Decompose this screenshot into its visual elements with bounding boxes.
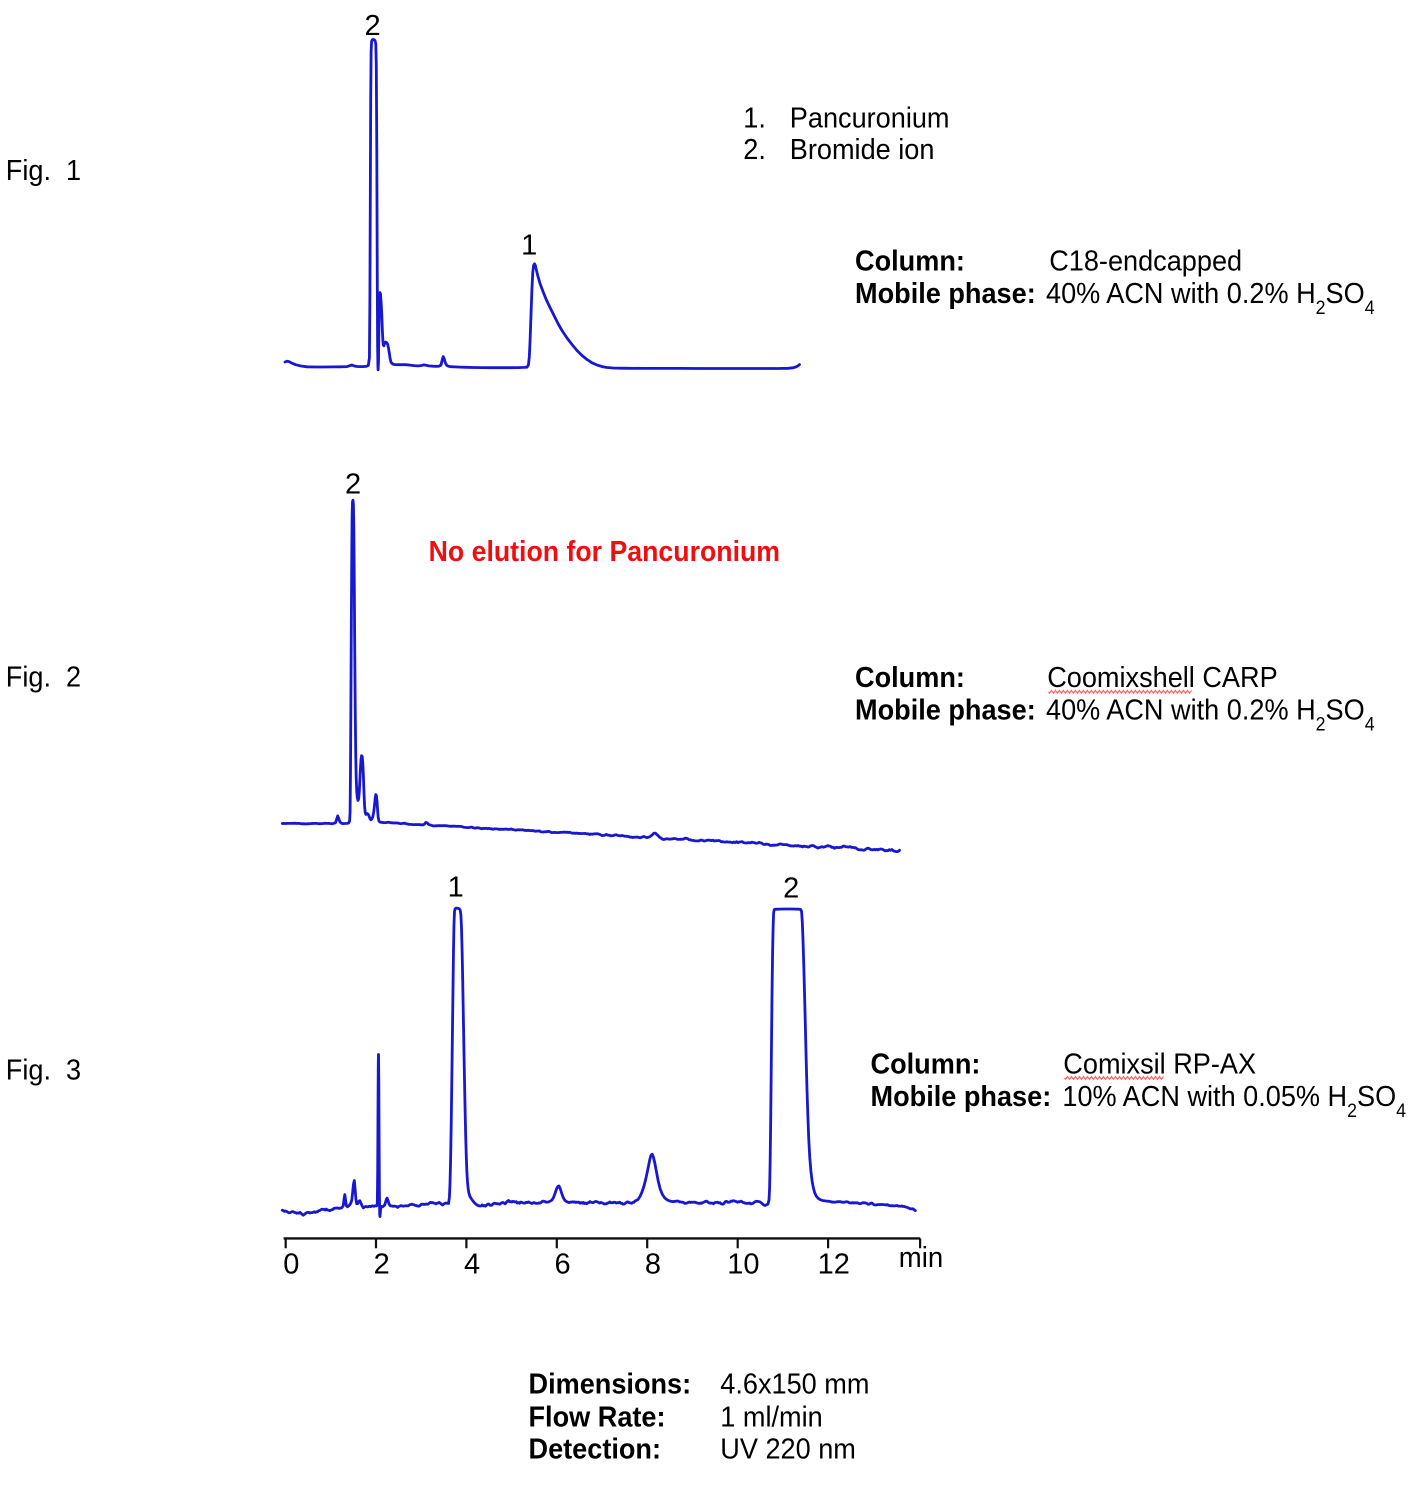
svg-text:Fig. 2: Fig. 2 — [6, 661, 81, 693]
svg-text:10% ACN with 0.05% H2SO4: 10% ACN with 0.05% H2SO4 — [1062, 1080, 1406, 1121]
svg-text:0: 0 — [283, 1248, 299, 1280]
svg-text:min: min — [899, 1240, 943, 1273]
svg-text:2.: 2. — [743, 133, 766, 165]
svg-text:1.: 1. — [743, 102, 766, 134]
svg-text:Detection:: Detection: — [529, 1433, 662, 1465]
svg-text:Column:: Column: — [871, 1048, 981, 1080]
svg-text:2: 2 — [783, 873, 799, 905]
svg-text:C18-endcapped: C18-endcapped — [1049, 245, 1242, 277]
svg-text:40% ACN with 0.2% H2SO4: 40% ACN with 0.2% H2SO4 — [1046, 277, 1375, 318]
svg-text:2: 2 — [365, 10, 381, 42]
svg-text:6: 6 — [554, 1248, 570, 1280]
svg-text:Mobile phase:: Mobile phase: — [871, 1080, 1052, 1112]
svg-text:2: 2 — [345, 469, 361, 501]
svg-text:10: 10 — [727, 1248, 759, 1280]
svg-text:Pancuronium: Pancuronium — [790, 102, 950, 134]
svg-text:1 ml/min: 1 ml/min — [720, 1400, 822, 1432]
svg-text:40% ACN with 0.2% H2SO4: 40% ACN with 0.2% H2SO4 — [1046, 693, 1375, 734]
svg-text:Comixsil RP-AX: Comixsil RP-AX — [1063, 1048, 1256, 1080]
svg-text:No elution for Pancuronium: No elution for Pancuronium — [429, 535, 780, 567]
svg-text:4.6x150 mm: 4.6x150 mm — [720, 1368, 869, 1400]
svg-text:Column:: Column: — [855, 245, 965, 277]
svg-text:Bromide ion: Bromide ion — [790, 133, 935, 165]
svg-text:Mobile phase:: Mobile phase: — [855, 277, 1036, 309]
svg-text:4: 4 — [464, 1248, 480, 1280]
svg-text:Flow Rate:: Flow Rate: — [529, 1400, 666, 1432]
svg-text:Fig. 1: Fig. 1 — [6, 154, 81, 186]
svg-text:Dimensions:: Dimensions: — [529, 1368, 692, 1400]
svg-text:8: 8 — [645, 1248, 661, 1280]
svg-text:1: 1 — [448, 872, 464, 904]
svg-text:Mobile phase:: Mobile phase: — [855, 693, 1036, 725]
svg-text:12: 12 — [818, 1248, 850, 1280]
svg-text:Column:: Column: — [855, 661, 965, 693]
svg-text:Fig. 3: Fig. 3 — [6, 1054, 81, 1086]
svg-text:2: 2 — [374, 1248, 390, 1280]
svg-text:UV 220 nm: UV 220 nm — [720, 1433, 856, 1465]
svg-text:Coomixshell CARP: Coomixshell CARP — [1047, 661, 1277, 693]
svg-text:1: 1 — [521, 230, 537, 262]
